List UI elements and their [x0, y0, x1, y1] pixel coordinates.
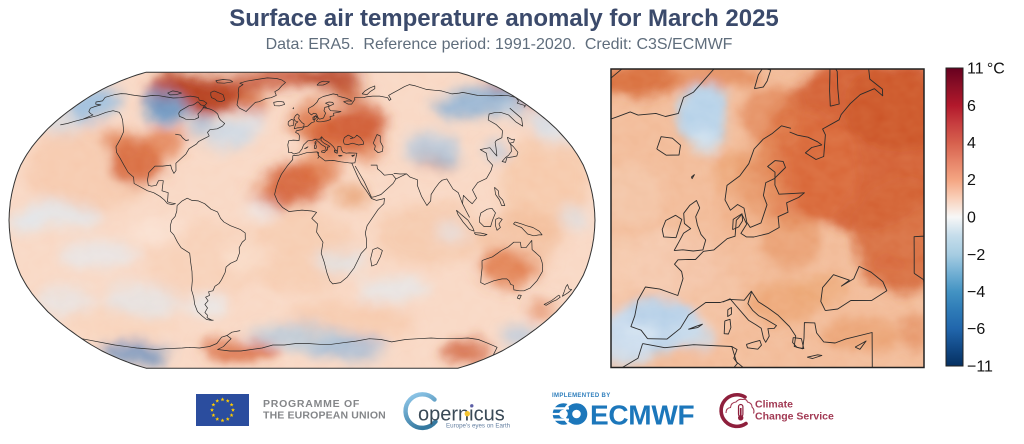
svg-text:−4: −4 [967, 284, 985, 301]
svg-text:4: 4 [967, 135, 976, 152]
svg-text:0: 0 [967, 210, 976, 227]
svg-text:IMPLEMENTED BY: IMPLEMENTED BY [552, 393, 611, 399]
svg-text:−2: −2 [967, 247, 985, 264]
svg-text:PROGRAMME OF: PROGRAMME OF [263, 398, 360, 410]
svg-text:2: 2 [967, 172, 976, 189]
svg-text:THE EUROPEAN UNION: THE EUROPEAN UNION [263, 410, 386, 422]
svg-text:11 °C: 11 °C [967, 61, 1005, 78]
svg-text:6: 6 [967, 98, 976, 115]
svg-text:Europe's eyes on Earth: Europe's eyes on Earth [446, 423, 511, 430]
svg-text:opernicus: opernicus [418, 404, 505, 426]
svg-text:ECMWF: ECMWF [590, 400, 694, 431]
svg-text:−6: −6 [967, 321, 985, 338]
svg-text:Climate: Climate [755, 399, 793, 411]
svg-text:−11: −11 [967, 359, 993, 376]
svg-text:Change Service: Change Service [755, 411, 834, 423]
